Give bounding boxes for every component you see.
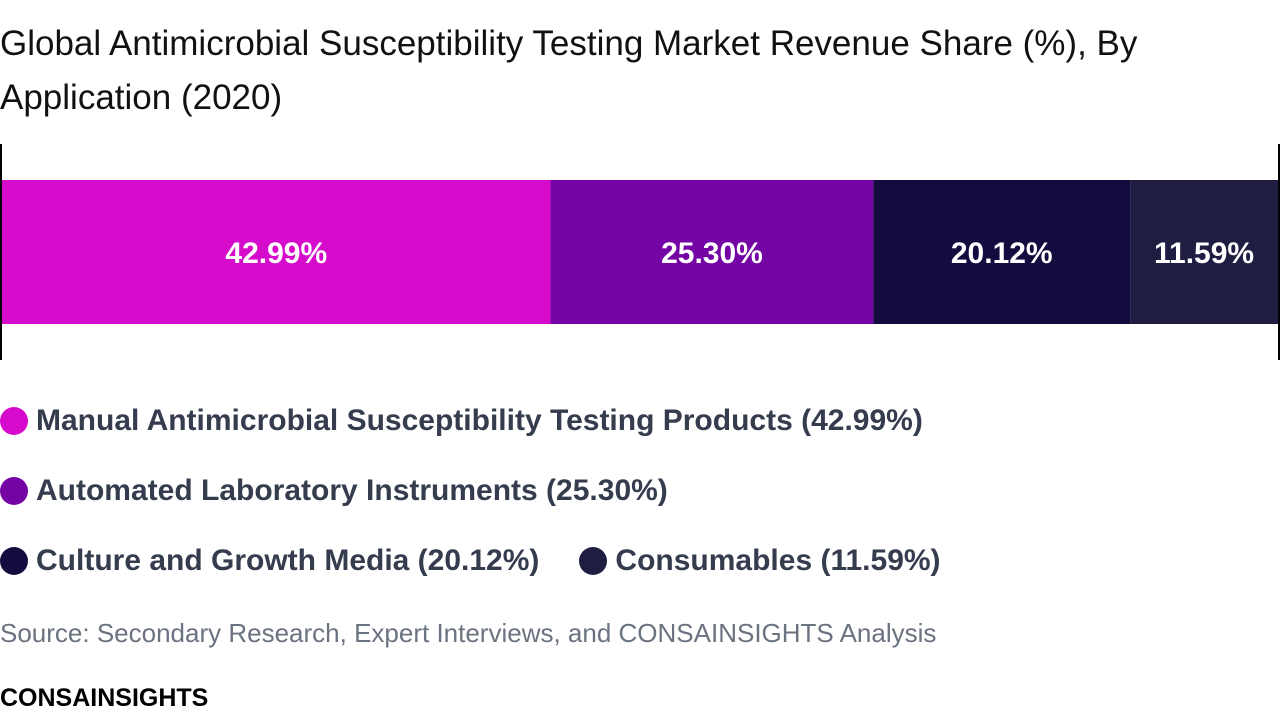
legend-swatch xyxy=(0,477,28,505)
legend-label: Consumables (11.59%) xyxy=(615,544,941,577)
bar-segment-1 xyxy=(2,180,551,324)
chart-legend: Manual Antimicrobial Susceptibility Test… xyxy=(0,386,1280,596)
legend-row: Culture and Growth Media (20.12%) Consuma… xyxy=(0,526,1280,596)
chart-svg: 42.99% 25.30% 20.12% 11.59% xyxy=(0,144,1280,360)
legend-label: Culture and Growth Media (20.12%) xyxy=(36,544,540,577)
bar-data-label-2: 25.30% xyxy=(661,237,763,270)
source-note: Source: Secondary Research, Expert Inter… xyxy=(0,618,937,648)
bar-data-label-4: 11.59% xyxy=(1154,237,1254,270)
legend-swatch xyxy=(579,547,608,575)
bar-data-label-3: 20.12% xyxy=(951,237,1053,270)
legend-swatch xyxy=(0,547,28,575)
legend-item: Culture and Growth Media (20.12%) xyxy=(0,544,539,578)
legend-label: Manual Antimicrobial Susceptibility Test… xyxy=(36,404,923,437)
legend-row: Automated Laboratory Instruments (25.30%… xyxy=(0,456,1280,526)
bar-segment-2 xyxy=(550,180,874,324)
legend-item: Manual Antimicrobial Susceptibility Test… xyxy=(0,404,923,438)
chart-title: Global Antimicrobial Susceptibility Test… xyxy=(0,24,1138,117)
bar-data-label-1: 42.99% xyxy=(225,237,327,270)
legend-swatch xyxy=(0,407,28,435)
legend-item: Consumables (11.59%) xyxy=(579,544,941,578)
legend-label: Automated Laboratory Instruments (25.30%… xyxy=(36,474,668,507)
legend-row: Manual Antimicrobial Susceptibility Test… xyxy=(0,386,1280,456)
bar-segment-4 xyxy=(1130,180,1278,324)
brand-logo: CONSAINSIGHTS xyxy=(0,684,209,708)
bar-segment-3 xyxy=(873,180,1131,324)
stacked-bar-chart: 42.99% 25.30% 20.12% 11.59% xyxy=(0,144,1280,360)
legend-item: Automated Laboratory Instruments (25.30%… xyxy=(0,474,668,508)
